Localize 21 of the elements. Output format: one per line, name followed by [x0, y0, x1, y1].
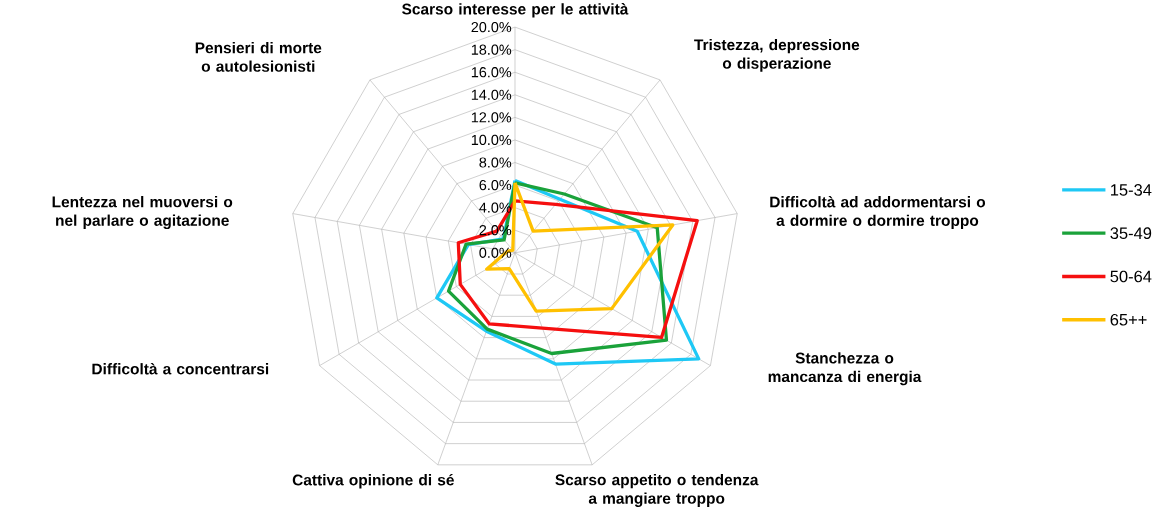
y-tick-label: 12.0%: [471, 112, 512, 123]
y-tick-label: 20.0%: [471, 21, 512, 33]
spoke-label: Tristezza, depressione o disperazione: [694, 38, 860, 72]
spoke-label: Scarso appetito o tendenza a mangiare troppo: [555, 473, 759, 507]
legend-label: 35-49: [1110, 227, 1152, 240]
y-tick-label: 6.0%: [479, 179, 512, 191]
spoke-label: Difficoltà ad addormentarsi o a dormire o dormire troppo: [770, 195, 986, 230]
spoke-label: Stanchezza o mancanza di energia: [768, 352, 922, 386]
y-tick-label: 18.0%: [471, 44, 512, 55]
spoke-label: Lentezza nel muoversi o nel parlare o agitazione: [52, 195, 233, 229]
y-tick-label: 14.0%: [471, 89, 512, 100]
y-tick-label: 16.0%: [471, 67, 512, 78]
y-tick-label: 10.0%: [471, 134, 512, 146]
spoke-label: Pensieri di morte o autolesionisti: [195, 41, 322, 72]
legend-label: 65++: [1110, 313, 1147, 326]
spoke-label: Scarso interesse per le attività: [402, 3, 629, 18]
spoke-label: Cattiva opinione di sé: [292, 473, 454, 489]
legend-label: 50-64: [1110, 270, 1152, 283]
spoke-label: Difficoltà a concentrarsi: [92, 362, 269, 375]
y-tick-label: 8.0%: [479, 157, 512, 168]
legend-label: 15-34: [1111, 184, 1152, 196]
